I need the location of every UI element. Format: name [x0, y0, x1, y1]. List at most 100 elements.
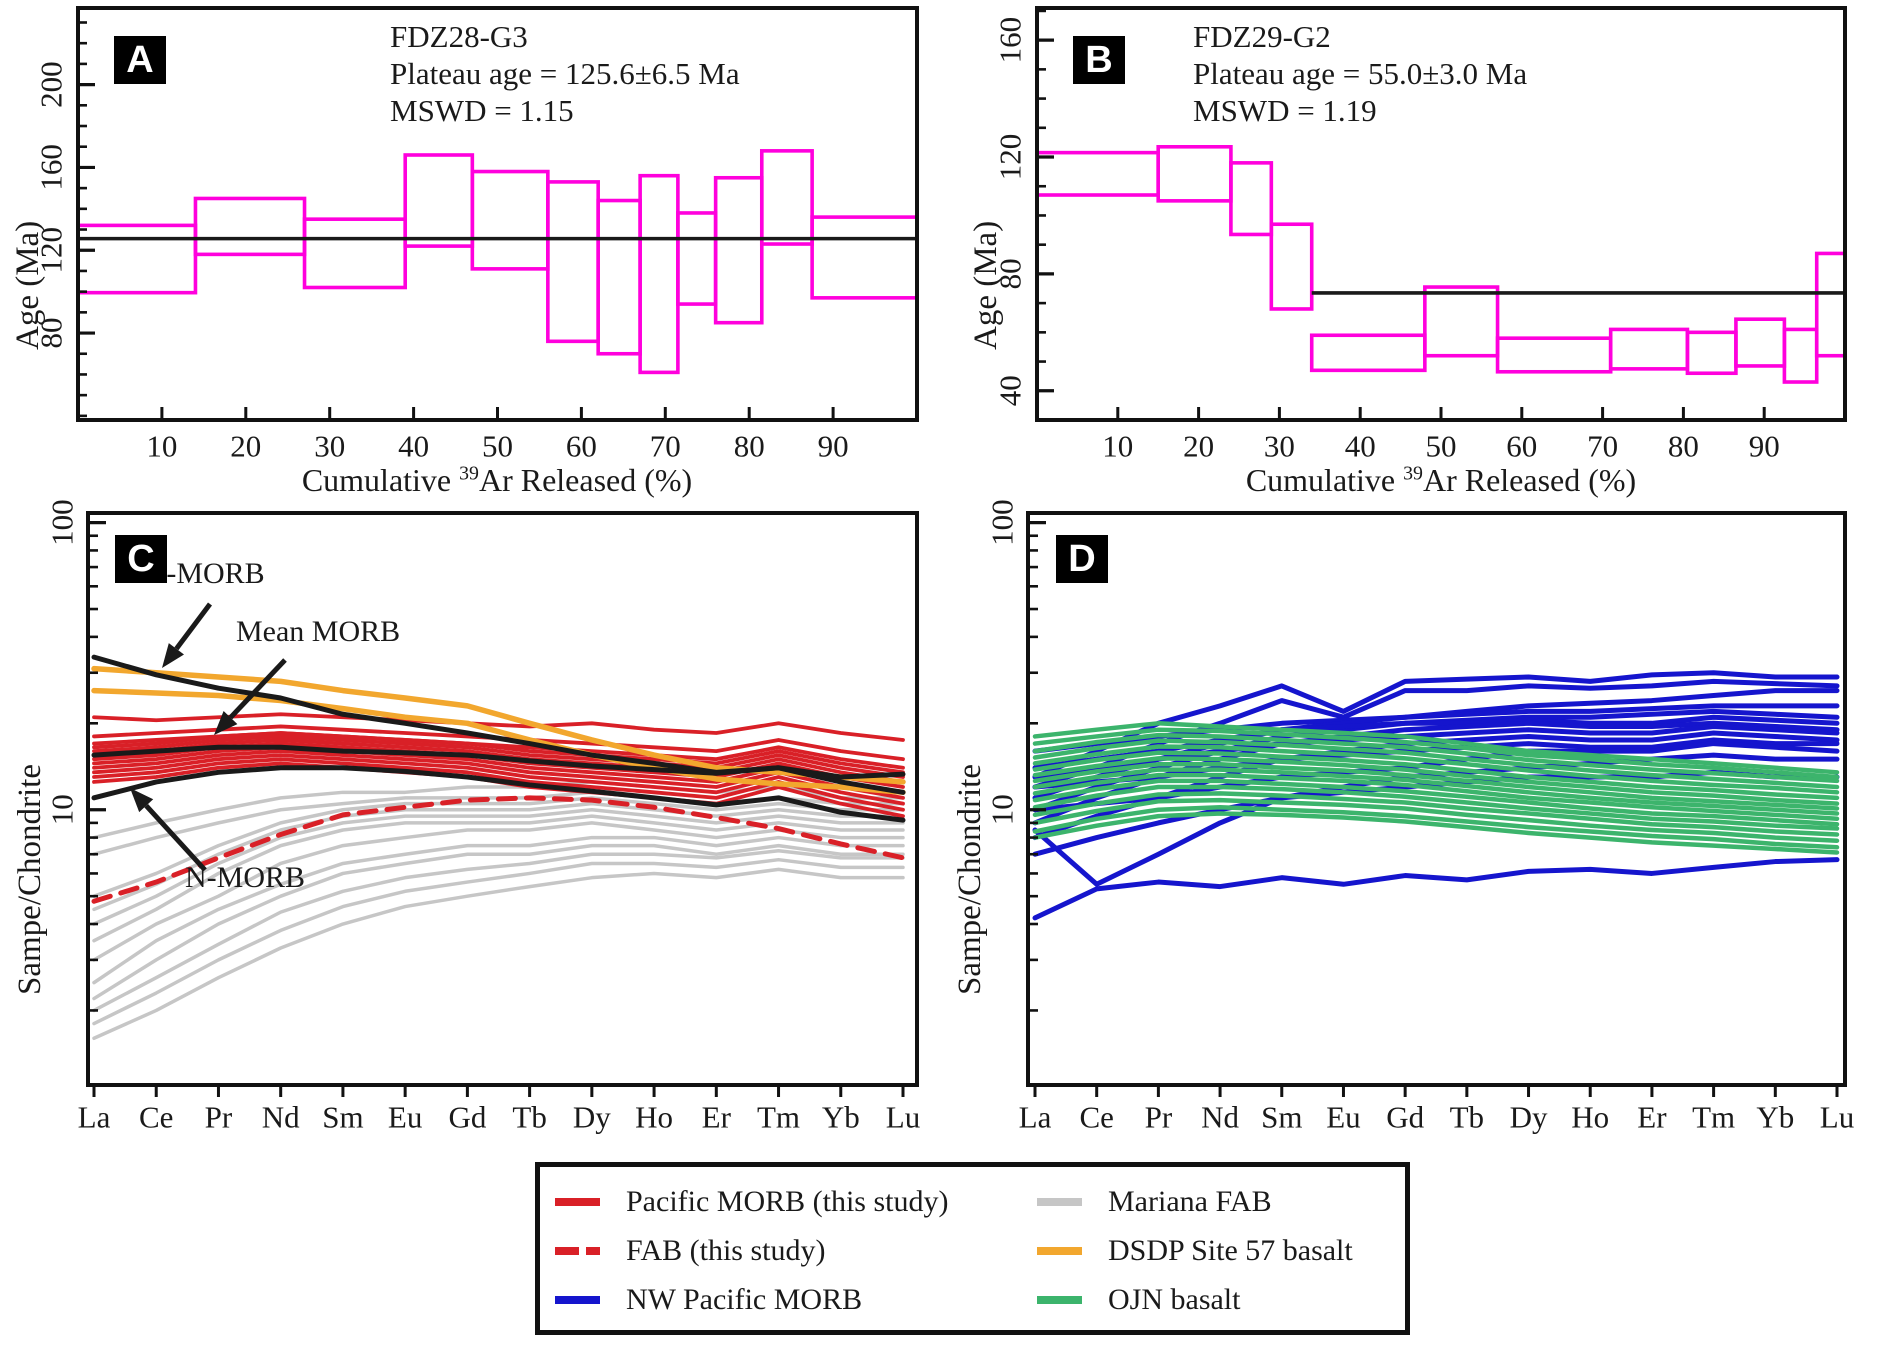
axis-ticks-and-labels: 10 20 30 40 50 60 70 80 90 40 80 120 160 — [993, 9, 1780, 463]
series-reference-morb — [91, 654, 906, 823]
svg-text:Lu: Lu — [1820, 1099, 1854, 1134]
svg-text:Sm: Sm — [322, 1099, 363, 1134]
svg-text:80: 80 — [1668, 428, 1699, 463]
svg-text:50: 50 — [482, 428, 513, 463]
svg-text:100: 100 — [985, 499, 1020, 545]
legend-item: NW Pacific MORB — [555, 1275, 949, 1324]
svg-text:Ce: Ce — [139, 1099, 173, 1134]
panel-c-badge: C — [115, 535, 167, 583]
series-mariana-fab — [92, 780, 905, 1041]
svg-text:Gd: Gd — [448, 1099, 486, 1134]
orange-solid-line-swatch — [1037, 1246, 1082, 1255]
legend-label: Pacific MORB (this study) — [626, 1184, 949, 1218]
svg-text:40: 40 — [398, 428, 429, 463]
legend-label: Mariana FAB — [1108, 1184, 1272, 1218]
legend-label: FAB (this study) — [626, 1233, 826, 1267]
age-step-boxes — [76, 149, 919, 375]
series-dsdp-site-57-basalt — [91, 665, 906, 796]
blue-solid-line-swatch — [555, 1295, 600, 1304]
svg-text:Nd: Nd — [262, 1099, 300, 1134]
spider-line-series — [1032, 670, 1840, 921]
svg-text:80: 80 — [34, 318, 69, 349]
svg-text:Ho: Ho — [1571, 1099, 1609, 1134]
svg-text:40: 40 — [1345, 428, 1376, 463]
age-step-boxes — [1035, 144, 1847, 384]
svg-text:120: 120 — [34, 227, 69, 273]
axis-ticks-and-labels: 10 20 30 40 50 60 70 80 90 80 120 160 200 — [34, 21, 849, 463]
legend-label: OJN basalt — [1108, 1282, 1241, 1316]
panel-a-mswd: MSWD = 1.15 — [390, 93, 574, 128]
svg-text:Er: Er — [702, 1099, 732, 1134]
legend-item: DSDP Site 57 basalt — [1037, 1226, 1353, 1275]
svg-text:Tm: Tm — [757, 1099, 800, 1134]
axis-ticks-and-labels: La Ce Pr Nd Sm Eu Gd Tb Dy Ho Er Tm Yb Lu 10 100 — [45, 499, 921, 1134]
panel-b-y-axis-title: Age (Ma) — [968, 220, 1004, 350]
panel-c-spider-chart: La Ce Pr Nd Sm Eu Gd Tb Dy Ho Er Tm Yb Lu 10 100 E-MORB M… — [45, 499, 921, 1134]
svg-text:10: 10 — [985, 794, 1020, 825]
panel-a-sample-id: FDZ28-G3 — [390, 19, 528, 54]
svg-text:90: 90 — [818, 428, 849, 463]
red-dashed-line-swatch — [555, 1246, 600, 1255]
svg-text:80: 80 — [993, 258, 1028, 289]
svg-text:Yb: Yb — [1756, 1099, 1794, 1134]
x-title-pre: Cumulative — [1245, 462, 1404, 498]
panel-a-y-axis-title: Age (Ma) — [10, 220, 46, 350]
red-solid-line-swatch — [555, 1197, 600, 1206]
svg-text:10: 10 — [45, 794, 80, 825]
svg-text:120: 120 — [993, 134, 1028, 181]
panel-d-spider-chart: La Ce Pr Nd Sm Eu Gd Tb Dy Ho Er Tm Yb Lu 10 100 — [985, 499, 1855, 1134]
reference-annotations: E-MORB Mean MORB N-MORB — [130, 557, 400, 894]
svg-text:10: 10 — [146, 428, 177, 463]
svg-text:N-MORB: N-MORB — [185, 861, 305, 894]
svg-text:Nd: Nd — [1201, 1099, 1239, 1134]
legend-label: DSDP Site 57 basalt — [1108, 1233, 1353, 1267]
spider-line-series — [91, 654, 906, 1041]
panel-a-plateau-age: Plateau age = 125.6±6.5 Ma — [390, 56, 740, 91]
svg-text:30: 30 — [314, 428, 345, 463]
panel-b-mswd: MSWD = 1.19 — [1193, 93, 1377, 128]
svg-text:Ho: Ho — [635, 1099, 673, 1134]
panel-b-annotation: FDZ29-G2 Plateau age = 55.0±3.0 Ma MSWD … — [1193, 18, 1527, 129]
legend-label: NW Pacific MORB — [626, 1282, 863, 1316]
legend-item: OJN basalt — [1037, 1275, 1353, 1324]
svg-text:70: 70 — [1587, 428, 1618, 463]
svg-text:Ce: Ce — [1079, 1099, 1113, 1134]
legend-item: Pacific MORB (this study) — [555, 1177, 949, 1226]
panel-b-age-spectrum-chart: 10 20 30 40 50 60 70 80 90 40 80 120 160 — [993, 6, 1847, 463]
svg-text:Lu: Lu — [886, 1099, 920, 1134]
svg-text:80: 80 — [734, 428, 765, 463]
svg-text:La: La — [78, 1099, 111, 1134]
legend-right-column: Mariana FAB DSDP Site 57 basalt OJN basa… — [1037, 1177, 1353, 1324]
svg-text:90: 90 — [1749, 428, 1780, 463]
panel-c-y-axis-title: Sampe/Chondrite — [12, 764, 48, 995]
svg-text:Tb: Tb — [1450, 1099, 1484, 1134]
panel-b-plateau-age: Plateau age = 55.0±3.0 Ma — [1193, 56, 1528, 91]
legend-item: FAB (this study) — [555, 1226, 949, 1275]
svg-text:60: 60 — [566, 428, 597, 463]
svg-text:160: 160 — [34, 144, 69, 191]
panel-d-y-axis-title: Sampe/Chondrite — [952, 764, 988, 995]
svg-text:10: 10 — [1102, 428, 1133, 463]
green-solid-line-swatch — [1037, 1295, 1082, 1304]
svg-text:Eu: Eu — [388, 1099, 422, 1134]
svg-text:160: 160 — [993, 17, 1028, 64]
svg-text:Tb: Tb — [512, 1099, 546, 1134]
svg-text:Eu: Eu — [1326, 1099, 1360, 1134]
panel-a-annotation: FDZ28-G3 Plateau age = 125.6±6.5 Ma MSWD… — [390, 18, 740, 129]
svg-text:Dy: Dy — [1510, 1099, 1548, 1134]
series-fab-this-study- — [91, 795, 906, 904]
svg-text:Pr: Pr — [205, 1099, 233, 1134]
panel-b-badge: B — [1073, 36, 1125, 84]
series-ojn-basalt — [1032, 721, 1840, 855]
plot-border — [1026, 511, 1847, 1087]
svg-text:30: 30 — [1264, 428, 1295, 463]
x-title-superscript: 39 — [459, 462, 479, 485]
svg-text:50: 50 — [1426, 428, 1457, 463]
legend-item: Mariana FAB — [1037, 1177, 1353, 1226]
svg-text:70: 70 — [650, 428, 681, 463]
svg-text:Er: Er — [1637, 1099, 1667, 1134]
legend-box: Pacific MORB (this study) FAB (this stud… — [535, 1162, 1410, 1335]
panel-d-badge: D — [1056, 535, 1108, 583]
svg-text:Tm: Tm — [1692, 1099, 1735, 1134]
